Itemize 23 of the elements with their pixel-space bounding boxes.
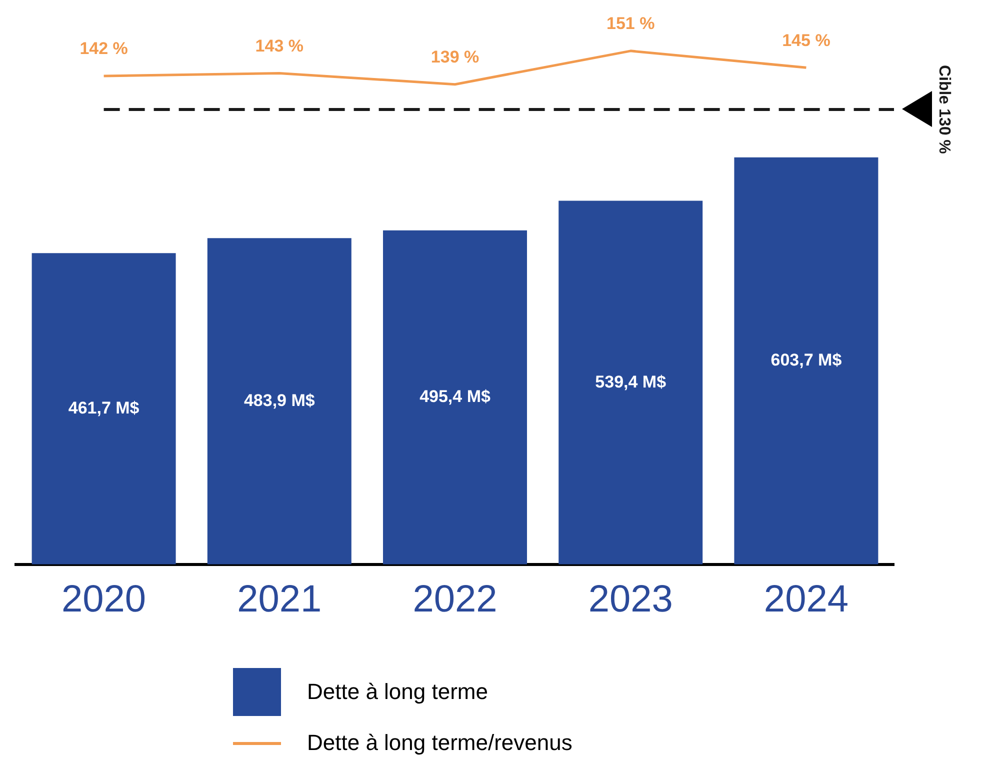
bar <box>558 200 703 564</box>
x-tick-label: 2020 <box>62 578 146 621</box>
data-label: 539,4 M$ <box>595 372 667 392</box>
bar <box>734 157 878 564</box>
bar <box>383 230 527 564</box>
x-tick-label: 2022 <box>412 578 498 621</box>
data-label: 495,4 M$ <box>420 387 491 406</box>
data-label: 143 % <box>255 36 304 56</box>
x-tick-label: 2023 <box>588 578 673 621</box>
ref-line-label: Cible 130 % <box>936 64 953 154</box>
bar <box>207 238 352 564</box>
data-label: 603,7 M$ <box>770 350 842 370</box>
data-label: 151 % <box>606 14 655 34</box>
x-tick-label: 2024 <box>764 578 848 621</box>
data-label: 483,9 M$ <box>244 390 316 410</box>
data-label: 461,7 M$ <box>68 398 140 418</box>
legend-label: Dette à long terme <box>307 679 488 705</box>
legend-label: Dette à long terme/revenus <box>307 730 572 756</box>
data-label: 145 % <box>782 30 830 50</box>
data-label: 139 % <box>430 48 480 67</box>
x-tick-label: 2021 <box>237 578 322 621</box>
data-label: 142 % <box>80 39 128 58</box>
bar <box>32 253 176 564</box>
